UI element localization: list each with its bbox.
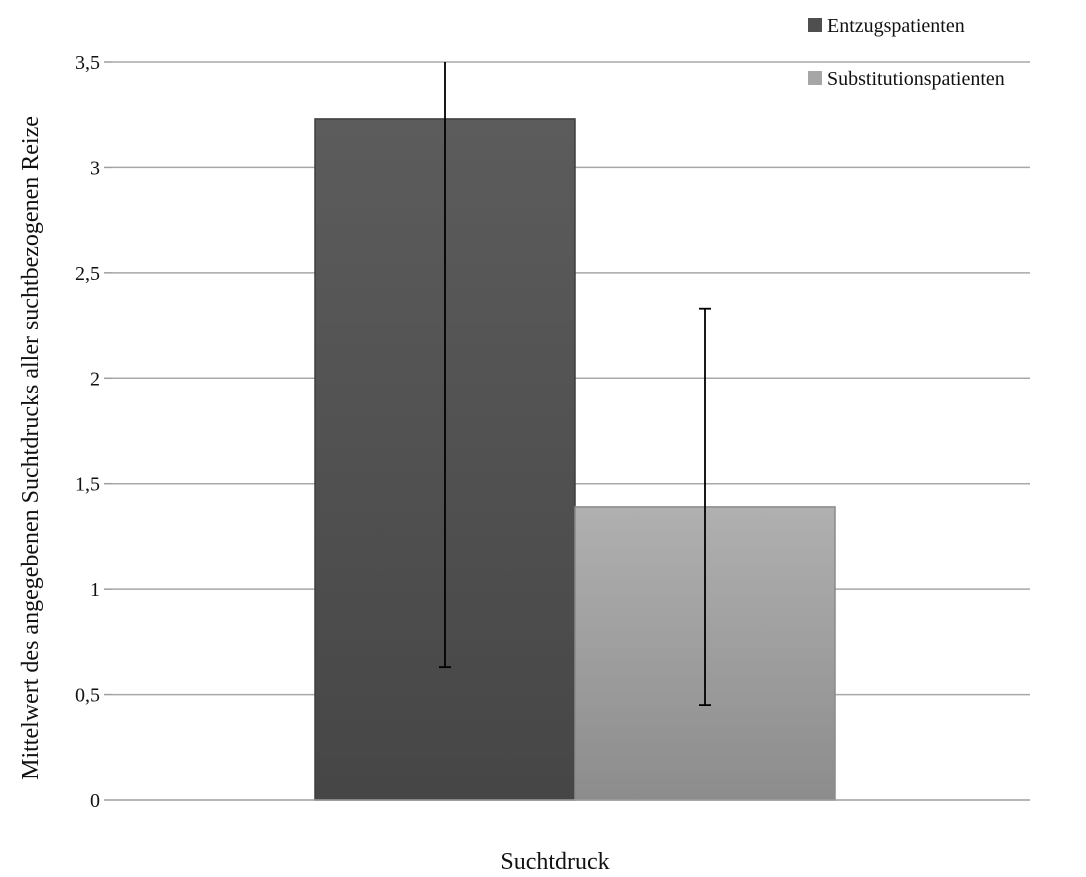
y-tick-label: 0 [90, 790, 100, 812]
legend-swatch-entzugspatienten [808, 18, 822, 32]
bars [314, 118, 836, 801]
y-axis-ticks: 0 0,5 1 1,5 2 2,5 3 3,5 [75, 52, 112, 812]
y-tick-label: 3,5 [75, 52, 100, 74]
error-bars [439, 62, 711, 707]
x-axis-title: Suchtdruck [500, 849, 609, 875]
y-tick-label: 2,5 [75, 263, 100, 285]
legend-label-substitutionspatienten: Substitutionspatienten [827, 68, 1005, 90]
y-axis-title: Mittelwert des angegebenen Suchtdrucks a… [18, 116, 44, 780]
y-tick-label: 1,5 [75, 474, 100, 496]
y-tick-label: 2 [90, 368, 100, 390]
legend-swatch-substitutionspatienten [808, 71, 822, 85]
y-tick-label: 3 [90, 157, 100, 179]
y-tick-label: 0,5 [75, 685, 100, 707]
legend-label-entzugspatienten: Entzugspatienten [827, 15, 965, 37]
y-tick-label: 1 [90, 579, 100, 601]
legend: Entzugspatienten Substitutionspatienten [808, 15, 1005, 90]
